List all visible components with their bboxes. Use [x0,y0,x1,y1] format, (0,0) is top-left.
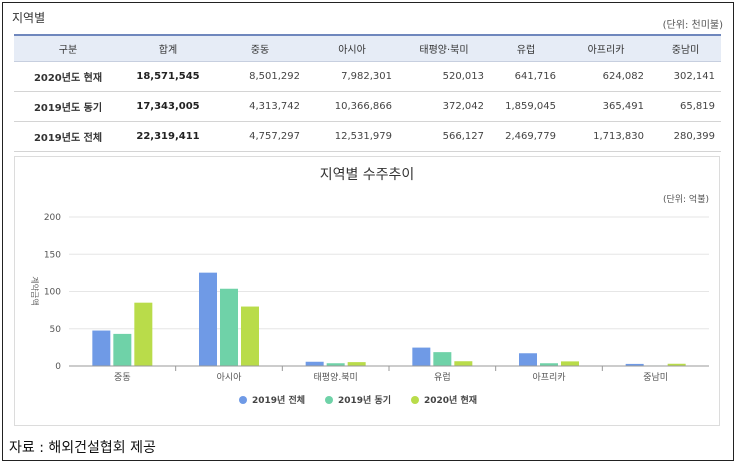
column-header: 구분 [14,34,122,62]
table-cell: 2,469,779 [490,121,562,152]
table-cell: 8,501,292 [214,61,306,92]
x-tick-label: 아시아 [217,372,243,383]
column-header: 합계 [122,34,214,62]
chart-title: 지역별 수주추이 [320,167,415,183]
legend-label: 2020년 현재 [424,394,477,406]
row-label: 2019년도 전체 [14,121,122,152]
table-cell: 365,491 [562,91,650,122]
legend-marker [325,396,333,404]
table-row: 2019년도 전체 22,319,411 4,757,297 12,531,97… [14,121,721,152]
x-tick-label: 아프리카 [532,372,565,383]
table-header-row: 구분 합계 중동 아시아 태평양·북미 유럽 아프리카 중남미 [14,34,721,62]
y-axis-label: 계약금액 [30,276,40,305]
bar [519,353,537,366]
table-cell: 65,819 [650,91,721,122]
table-cell: 372,042 [398,91,490,122]
bar [134,302,153,366]
bar [199,272,217,366]
row-total: 18,571,545 [122,61,214,92]
x-tick-label: 중동 [114,372,131,383]
column-header: 유럽 [490,34,562,62]
legend-label: 2019년 동기 [338,394,391,406]
row-label: 2020년도 현재 [14,61,122,92]
bar [625,363,644,366]
y-tick-label: 50 [50,325,62,335]
bar [667,363,686,366]
table-cell: 1,713,830 [562,121,650,152]
row-total: 17,343,005 [122,91,214,122]
legend-marker [411,396,419,404]
x-tick-label: 중남미 [643,372,668,383]
bar [241,306,259,366]
row-total: 22,319,411 [122,121,214,152]
table-cell: 12,531,979 [306,121,398,152]
chart-unit-label: (단위: 억불) [663,193,709,205]
column-header: 아시아 [306,34,398,62]
x-tick-label: 태평양.북미 [314,372,358,383]
column-header: 중남미 [650,34,721,62]
row-label: 2019년도 동기 [14,91,122,122]
bar [92,330,111,366]
y-tick-label: 200 [44,213,61,223]
table-cell: 7,982,301 [306,61,398,92]
bar [433,352,452,366]
bar [347,362,366,366]
bar [412,347,431,366]
summary-table: 구분 합계 중동 아시아 태평양·북미 유럽 아프리카 중남미 2020년도 현… [14,34,721,152]
table-unit-label: (단위: 천미불) [662,20,723,31]
table-cell: 641,716 [490,61,562,92]
table-cell: 10,366,866 [306,91,398,122]
table-cell: 566,127 [398,121,490,152]
table-row: 2019년도 동기 17,343,005 4,313,742 10,366,86… [14,91,721,122]
y-tick-label: 0 [55,362,61,372]
y-tick-label: 100 [44,288,61,298]
y-tick-label: 150 [44,250,61,260]
legend-marker [239,396,247,404]
table-cell: 4,757,297 [214,121,306,152]
table-row: 2020년도 현재 18,571,545 8,501,292 7,982,301… [14,61,721,92]
bar [220,288,238,366]
table-cell: 4,313,742 [214,91,306,122]
bar [113,333,132,366]
table-cell: 302,141 [650,61,721,92]
column-header: 태평양·북미 [398,34,490,62]
table-cell: 280,399 [650,121,721,152]
legend-label: 2019년 전체 [252,394,305,406]
column-header: 아프리카 [562,34,650,62]
column-header: 중동 [214,34,306,62]
x-tick-label: 유럽 [434,372,451,383]
table-cell: 520,013 [398,61,490,92]
table-cell: 624,082 [562,61,650,92]
table-cell: 1,859,045 [490,91,562,122]
bar [561,361,579,366]
bar-chart: 지역별 수주추이 (단위: 억불) 계약금액 0 50 100 150 200 중동 아시아… [30,167,709,406]
bar [540,363,558,366]
chart-panel: 지역별 수주추이 (단위: 억불) 계약금액 0 50 100 150 200 중동 아시아… [14,156,720,426]
bar [454,361,473,366]
bar [326,363,345,366]
source-note: 자료 : 해외건설협회 제공 [9,440,156,456]
section-title: 지역별 [12,11,46,25]
bar [305,361,324,366]
